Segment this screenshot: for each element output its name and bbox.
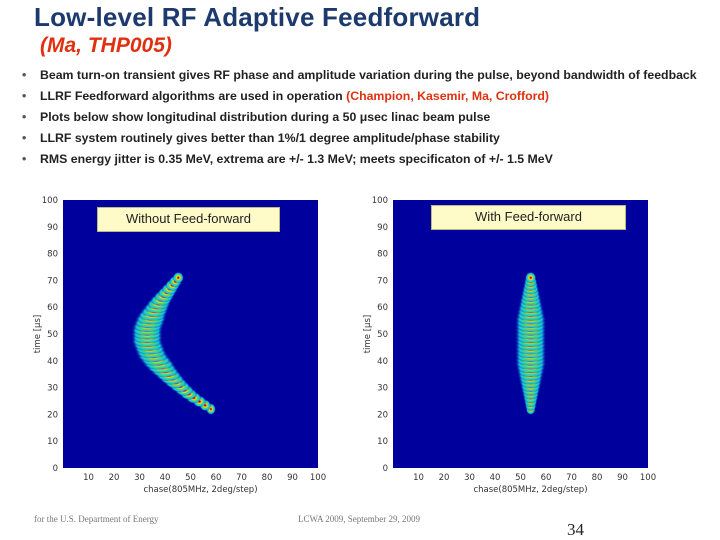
left-x-tick: 80 [262,473,273,483]
right-x-tick: 70 [566,473,577,483]
bullet-text: LLRF Feedforward algorithms are used in … [40,89,347,103]
right-y-tick: 20 [377,410,388,420]
page-number: 34 [567,520,584,539]
bullet-dot: • [22,131,27,145]
left-heatmap-plot: 0 10 20 30 40 50 60 70 80 90 100 10 20 30 40 50 60 70 80 90… [30,192,330,497]
right-y-tick: 60 [377,303,388,313]
right-distribution [514,271,547,416]
slide-title: Low-level RF Adaptive Feedforward [34,2,481,32]
right-y-tick: 100 [372,196,388,206]
left-y-tick: 90 [47,223,58,233]
left-y-tick: 100 [42,196,58,206]
logo-fragment-icon [656,490,716,530]
right-y-tick: 90 [377,223,388,233]
left-plot-area [63,200,318,468]
right-heatmap-plot: 0 10 20 30 40 50 60 70 80 90 100 10 20 30 40 50 60 70 80 90… [360,192,660,497]
left-y-axis-label: time [μs] [33,315,43,353]
left-y-tick: 20 [47,410,58,420]
left-y-tick: 40 [47,357,58,367]
left-y-tick: 80 [47,250,58,260]
left-x-tick: 10 [83,473,94,483]
right-x-tick: 60 [541,473,552,483]
left-x-axis-label: chase(805MHz, 2deg/step) [143,485,257,495]
right-x-tick: 50 [515,473,526,483]
left-heatmap-svg: 0 10 20 30 40 50 60 70 80 90 100 10 20 30 40 50 60 70 80 90… [33,196,326,495]
bullet-item: • Plots below show longitudinal distribut… [20,110,700,124]
left-x-tick: 20 [109,473,120,483]
footer-doe-text: for the U.S. Department of Energy [34,514,159,524]
right-y-tick: 0 [383,464,388,474]
left-y-tick: 0 [53,464,58,474]
left-y-tick: 10 [47,437,58,447]
right-y-tick: 30 [377,384,388,394]
bullet-dot: • [22,152,27,166]
left-x-tick: 50 [185,473,196,483]
right-x-tick: 40 [490,473,501,483]
left-y-tick: 30 [47,384,58,394]
right-y-tick: 70 [377,276,388,286]
right-x-tick: 20 [439,473,450,483]
footer-conference-text: LCWA 2009, September 29, 2009 [298,514,420,524]
right-y-tick: 80 [377,250,388,260]
bullet-text: RMS energy jitter is 0.35 MeV, extrema a… [40,152,553,166]
bullet-text: Beam turn-on transient gives RF phase an… [40,68,697,82]
right-x-tick: 30 [464,473,475,483]
bullet-dot: • [22,89,27,103]
left-y-tick: 70 [47,276,58,286]
right-x-tick: 80 [592,473,603,483]
right-x-tick: 100 [640,473,656,483]
left-y-tick: 50 [47,330,58,340]
right-heatmap-svg: 0 10 20 30 40 50 60 70 80 90 100 10 20 30 40 50 60 70 80 90… [363,196,656,495]
right-x-tick: 10 [413,473,424,483]
right-x-axis-label: chase(805MHz, 2deg/step) [473,485,587,495]
right-y-tick: 50 [377,330,388,340]
left-x-tick: 90 [287,473,298,483]
left-y-tick: 60 [47,303,58,313]
right-y-axis-label: time [μs] [363,315,373,353]
bullet-dot: • [22,110,27,124]
right-x-tick: 90 [617,473,628,483]
bullet-item: • RMS energy jitter is 0.35 MeV, extrema … [20,152,700,166]
slide-subtitle: (Ma, THP005) [40,34,172,57]
bullet-list: • Beam turn-on transient gives RF phase a… [20,68,700,173]
right-density-mark [525,271,537,284]
right-plot-label: With Feed-forward [431,205,626,230]
left-x-tick: 100 [310,473,326,483]
bullet-text: LLRF system routinely gives better than … [40,131,500,145]
left-x-tick: 70 [236,473,247,483]
bullet-text: Plots below show longitudinal distributi… [40,110,491,124]
left-distribution [131,271,216,416]
bullet-dot: • [22,68,27,82]
left-x-tick: 60 [211,473,222,483]
bullet-item: • Beam turn-on transient gives RF phase a… [20,68,700,82]
left-x-tick: 30 [134,473,145,483]
bullet-item: • LLRF system routinely gives better than… [20,131,700,145]
bullet-item: • LLRF Feedforward algorithms are used in… [20,89,700,103]
left-x-tick: 40 [160,473,171,483]
left-plot-label: Without Feed-forward [97,207,280,232]
right-y-tick: 40 [377,357,388,367]
bullet-highlight: (Champion, Kasemir, Ma, Crofford) [346,89,550,103]
right-y-tick: 10 [377,437,388,447]
left-density-mark [172,271,184,284]
